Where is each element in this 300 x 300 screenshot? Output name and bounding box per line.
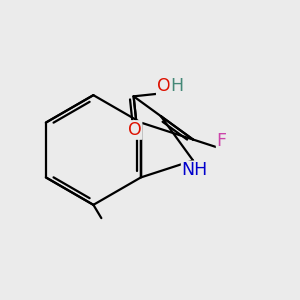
Text: O: O <box>128 121 142 139</box>
Text: O: O <box>157 77 171 95</box>
Text: H: H <box>171 77 184 95</box>
Text: NH: NH <box>182 161 208 179</box>
Text: F: F <box>217 132 226 150</box>
